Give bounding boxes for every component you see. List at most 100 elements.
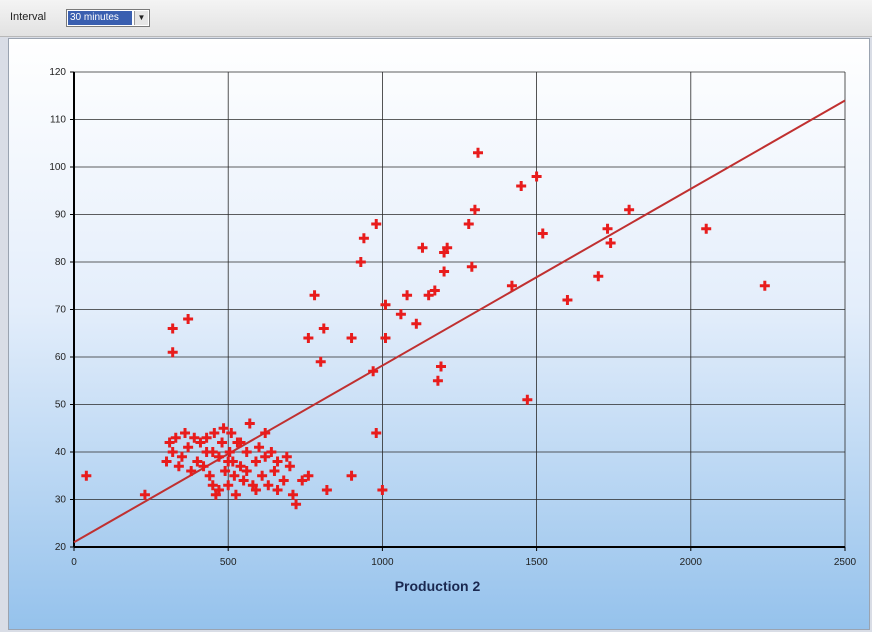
data-point — [624, 204, 635, 215]
chart-panel: 20 30 40 50 60 70 80 90 100 110 120 0 500 1000 1500 200… — [8, 38, 870, 630]
data-point — [235, 461, 246, 472]
data-point — [81, 470, 92, 481]
data-point — [230, 489, 241, 500]
data-point — [213, 451, 224, 462]
data-point — [346, 333, 357, 343]
data-point — [380, 333, 391, 343]
data-point — [207, 480, 218, 491]
y-tick-label: 120 — [49, 67, 66, 78]
y-tick-label: 100 — [49, 162, 66, 173]
data-point — [473, 147, 484, 158]
data-point — [355, 257, 366, 267]
data-point — [269, 466, 280, 476]
data-point — [429, 285, 440, 296]
data-point — [297, 475, 308, 486]
data-point — [209, 428, 220, 438]
data-point — [417, 242, 428, 253]
data-point — [303, 333, 314, 343]
data-point — [463, 219, 474, 229]
data-point — [321, 485, 332, 495]
interval-selected-value: 30 minutes — [68, 11, 132, 25]
data-point — [506, 280, 517, 291]
data-point — [254, 442, 265, 453]
data-point — [186, 466, 197, 476]
data-point — [223, 456, 234, 467]
data-point — [318, 323, 329, 334]
data-point — [223, 480, 234, 491]
chevron-down-icon[interactable]: ▼ — [134, 11, 148, 25]
x-tick-label: 0 — [71, 557, 77, 568]
data-point — [195, 437, 206, 448]
axes — [70, 71, 846, 551]
x-tick-label: 500 — [220, 557, 237, 568]
data-point — [139, 489, 150, 500]
data-point — [220, 466, 231, 476]
data-point — [266, 447, 277, 457]
data-point — [435, 361, 446, 372]
data-point — [562, 295, 573, 305]
data-point — [309, 290, 320, 301]
data-point — [346, 470, 357, 481]
data-point — [217, 437, 228, 448]
data-point — [241, 466, 252, 476]
data-point — [180, 428, 191, 438]
y-tick-label: 90 — [55, 210, 67, 221]
data-point — [213, 485, 224, 495]
data-point — [204, 470, 215, 481]
y-tick-label: 110 — [50, 115, 66, 126]
data-point — [287, 489, 298, 500]
data-point — [170, 432, 181, 443]
data-point — [358, 233, 369, 244]
data-point — [395, 309, 406, 320]
data-point — [257, 470, 268, 481]
x-axis-label: Production 2 — [395, 578, 481, 594]
data-point — [226, 428, 237, 438]
data-point — [229, 470, 240, 481]
data-point — [466, 261, 477, 272]
scatter-chart: 20 30 40 50 60 70 80 90 100 110 120 0 500 1000 1500 200… — [9, 39, 869, 629]
data-point — [167, 347, 178, 358]
data-point — [250, 456, 261, 467]
data-point — [272, 485, 283, 495]
data-point — [164, 437, 175, 448]
data-point — [439, 266, 450, 277]
data-point — [218, 423, 229, 434]
x-tick-label: 1000 — [371, 557, 394, 568]
data-point — [207, 447, 218, 457]
data-point — [380, 299, 391, 310]
data-point — [260, 451, 271, 462]
data-point — [516, 181, 527, 191]
y-tick-label: 80 — [55, 257, 67, 268]
x-tick-label: 2500 — [834, 557, 857, 568]
data-point — [278, 475, 289, 486]
data-point — [238, 475, 249, 486]
data-point — [161, 456, 172, 467]
y-tick-label: 60 — [55, 352, 67, 363]
data-point — [281, 451, 292, 462]
data-point — [192, 456, 203, 467]
y-tick-label: 70 — [55, 305, 67, 316]
data-point — [244, 418, 255, 429]
data-point — [241, 447, 252, 457]
data-points — [81, 147, 770, 510]
data-point — [315, 356, 326, 367]
data-point — [371, 428, 382, 438]
y-tick-label: 30 — [55, 495, 67, 506]
data-point — [176, 451, 187, 462]
x-tick-label: 1500 — [525, 557, 548, 568]
data-point — [411, 318, 422, 329]
data-point — [442, 242, 453, 253]
data-point — [291, 499, 302, 510]
data-point — [198, 461, 209, 472]
tick-labels: 20 30 40 50 60 70 80 90 100 110 120 0 500 1000 1500 200… — [49, 67, 856, 568]
data-point — [371, 219, 382, 229]
data-point — [605, 238, 616, 248]
y-tick-label: 40 — [55, 447, 67, 458]
y-tick-label: 50 — [55, 400, 67, 411]
data-point — [189, 432, 200, 443]
data-point — [701, 223, 712, 234]
data-point — [377, 485, 388, 495]
data-point — [235, 437, 246, 448]
interval-select[interactable]: 30 minutes ▼ — [66, 9, 150, 27]
data-point — [368, 366, 379, 377]
